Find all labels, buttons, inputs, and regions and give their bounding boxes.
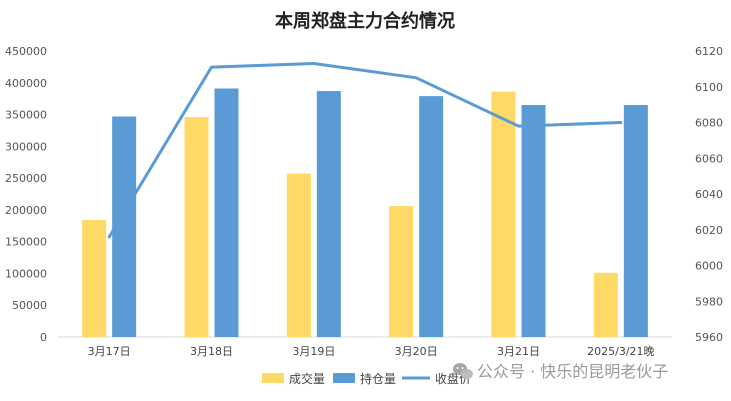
left-axis-ticks: 0 50000 100000 150000 200000 250000 300000 3500… — [5, 45, 47, 344]
legend-swatch — [333, 373, 355, 383]
left-axis-tick: 250000 — [5, 172, 47, 185]
right-axis-tick: 6080 — [695, 117, 723, 130]
category-label: 3月20日 — [395, 345, 438, 358]
right-axis-tick: 6120 — [695, 45, 723, 58]
volume-bar — [491, 91, 516, 337]
left-axis-tick: 400000 — [5, 77, 47, 90]
chart-title: 本周郑盘主力合约情况 — [275, 10, 455, 32]
open-interest-bar — [419, 96, 444, 337]
volume-bar — [593, 272, 618, 337]
close-price-line — [107, 62, 623, 239]
category-label: 2025/3/21晚 — [587, 345, 654, 358]
right-axis-tick: 6040 — [695, 188, 723, 201]
right-axis-tick: 6000 — [695, 260, 723, 273]
open-interest-bar — [521, 105, 546, 338]
left-axis-tick: 50000 — [12, 299, 47, 312]
left-axis-tick: 450000 — [5, 45, 47, 58]
volume-bar — [389, 206, 414, 337]
volume-bar — [184, 117, 209, 337]
category-label: 3月19日 — [292, 345, 335, 358]
left-axis-tick: 0 — [40, 331, 47, 344]
left-axis-tick: 300000 — [5, 140, 47, 153]
right-axis-tick: 6100 — [695, 81, 723, 94]
right-axis-tick: 6060 — [695, 152, 723, 165]
left-axis-tick: 100000 — [5, 267, 47, 280]
right-axis-tick: 5960 — [695, 331, 723, 344]
legend-label: 成交量 — [289, 371, 325, 386]
left-axis-tick: 350000 — [5, 109, 47, 122]
left-axis-tick: 150000 — [5, 236, 47, 249]
volume-bar — [82, 220, 107, 337]
legend-label: 持仓量 — [360, 371, 396, 386]
open-interest-bar — [112, 116, 137, 337]
legend: 成交量 持仓量 收盘价 — [262, 371, 471, 386]
category-label: 3月21日 — [497, 345, 540, 358]
right-axis-ticks: 5960 5980 6000 6020 6040 6060 6080 6100 6120 — [695, 45, 723, 344]
watermark-text: 公众号 · 快乐的昆明老伙子 — [477, 362, 668, 381]
watermark: 公众号 · 快乐的昆明老伙子 — [453, 362, 668, 381]
legend-swatch — [262, 373, 284, 383]
right-axis-tick: 5980 — [695, 295, 723, 308]
wechat-icon — [453, 363, 473, 379]
left-axis-tick: 200000 — [5, 204, 47, 217]
category-label: 3月18日 — [190, 345, 233, 358]
category-label: 3月17日 — [88, 345, 131, 358]
volume-bar — [286, 173, 311, 337]
open-interest-bar — [623, 105, 648, 338]
close-price-line-group — [107, 62, 623, 239]
open-interest-bar — [316, 91, 341, 337]
open-interest-bar — [214, 88, 239, 338]
category-labels: 3月17日 3月18日 3月19日 3月20日 3月21日 2025/3/21晚 — [88, 345, 655, 358]
bars-group — [82, 88, 648, 338]
right-axis-tick: 6020 — [695, 224, 723, 237]
